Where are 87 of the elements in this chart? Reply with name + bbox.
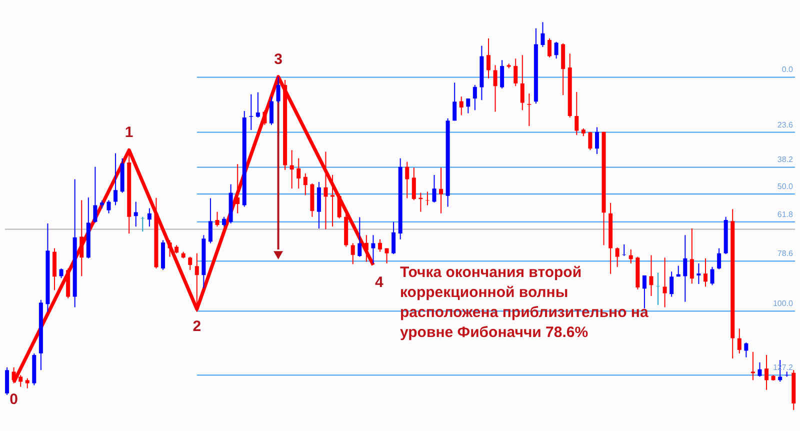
- candlestick: [649, 254, 654, 296]
- candlestick: [628, 248, 633, 264]
- candlestick: [350, 242, 355, 265]
- candlestick: [249, 94, 254, 130]
- candlestick: [690, 228, 694, 284]
- candlestick: [270, 96, 274, 126]
- candlestick: [215, 211, 220, 228]
- candlestick: [662, 257, 667, 308]
- candlestick: [696, 262, 701, 284]
- candlestick: [405, 161, 410, 199]
- candlestick: [140, 216, 145, 232]
- candlestick: [222, 216, 226, 228]
- candlestick: [750, 351, 755, 381]
- candlestick: [784, 371, 789, 378]
- candlestick: [378, 238, 382, 252]
- candlestick: [540, 22, 545, 48]
- candlestick: [710, 266, 714, 286]
- annotation: 2: [192, 318, 202, 336]
- candlestick: [168, 240, 172, 258]
- candlestick: [656, 272, 660, 306]
- candlestick: [432, 174, 436, 204]
- candlestick: [188, 256, 192, 271]
- candlestick: [262, 110, 267, 126]
- candlestick: [290, 150, 294, 190]
- candlestick: [622, 244, 626, 257]
- candlestick: [683, 234, 688, 302]
- candlestick: [744, 342, 748, 358]
- candlestick: [384, 248, 389, 264]
- candlestick: [574, 91, 579, 136]
- candlestick: [412, 167, 416, 201]
- annotation: 0: [10, 391, 18, 408]
- candlestick: [330, 174, 335, 228]
- candlestick: [147, 208, 152, 228]
- candlestick: [59, 268, 64, 279]
- candlestick: [358, 216, 362, 258]
- candlestick: [80, 200, 84, 277]
- annotation: 4: [375, 274, 384, 291]
- candlestick: [364, 234, 368, 262]
- candlestick: [392, 221, 396, 255]
- annotation: 1: [124, 124, 134, 142]
- candlestick: [303, 172, 308, 196]
- candlestick: [758, 362, 762, 378]
- annotation: 38.2: [777, 155, 794, 164]
- annotation: 78.6: [777, 249, 794, 258]
- candlestick: [324, 151, 328, 230]
- candlestick: [236, 164, 240, 214]
- candlestick: [588, 131, 592, 151]
- annotation: 100.0: [772, 299, 794, 308]
- candlestick: [717, 248, 722, 270]
- annotation: 0.0: [782, 65, 794, 74]
- candlestick: [371, 234, 376, 264]
- candlestick: [737, 328, 742, 354]
- annotation: 3: [274, 50, 282, 68]
- candlestick: [554, 41, 558, 60]
- annotation: 23.6: [777, 120, 794, 130]
- candlestick: [594, 126, 599, 155]
- candlestick: [493, 64, 498, 112]
- candlestick: [337, 193, 342, 219]
- annotation: 61.8: [777, 210, 794, 219]
- candlestick: [276, 76, 280, 104]
- candlestick: [615, 247, 620, 268]
- candlestick: [642, 274, 646, 309]
- candlestick: [459, 96, 464, 116]
- candlestick: [520, 54, 524, 111]
- candlestick: [500, 60, 504, 89]
- candlestick: [514, 58, 518, 87]
- candlestick: [5, 366, 10, 396]
- candlestick: [114, 152, 118, 206]
- candlestick: [134, 201, 138, 228]
- candlestick: [106, 200, 111, 214]
- candlestick: [486, 38, 490, 79]
- candlestick: [296, 158, 301, 190]
- candlestick: [472, 84, 477, 111]
- candlestick: [439, 167, 444, 214]
- candlestick: [466, 98, 470, 114]
- candlestick: [256, 92, 260, 118]
- candlestick: [703, 258, 708, 288]
- candlestick: [194, 252, 199, 312]
- candlestick: [452, 82, 457, 122]
- annotation: 50.0: [777, 182, 794, 191]
- candlestick: [764, 354, 769, 390]
- candlestick: [25, 378, 30, 389]
- candlestick: [425, 191, 430, 206]
- candlestick: [208, 198, 212, 244]
- candlestick: [670, 271, 674, 298]
- candlestick: [93, 166, 98, 224]
- candlestick: [548, 38, 552, 58]
